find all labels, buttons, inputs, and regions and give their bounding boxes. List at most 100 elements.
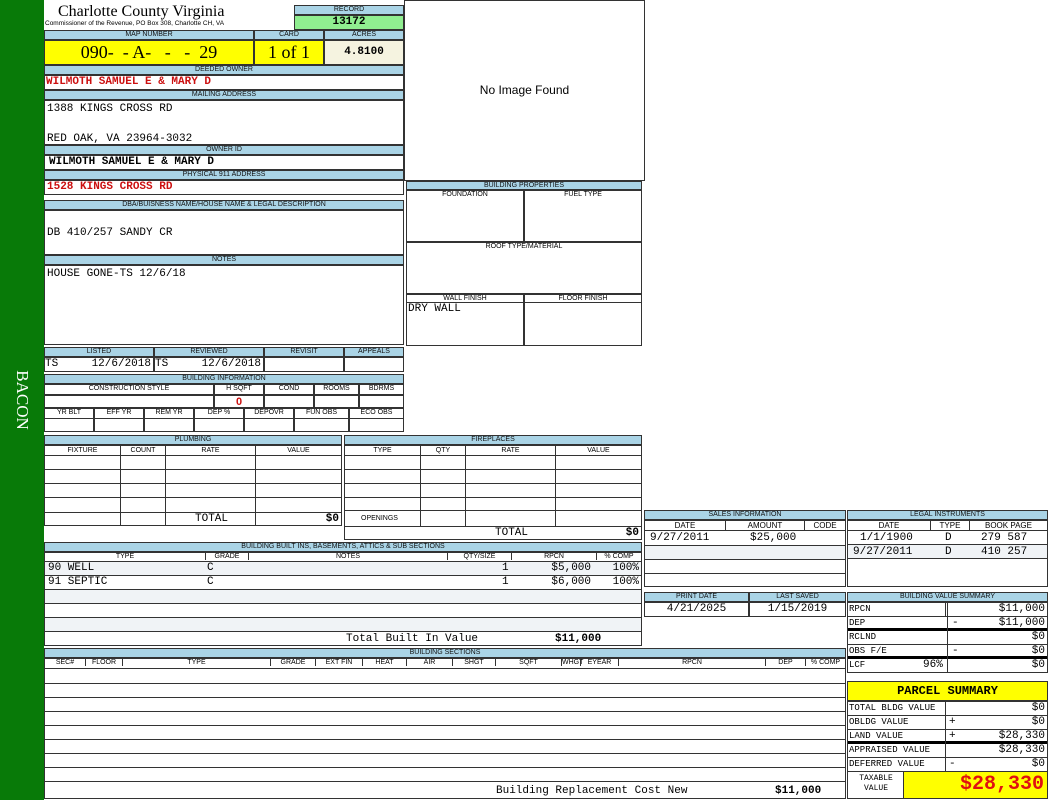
parcel-label: TOTAL BLDG VALUE bbox=[849, 703, 936, 713]
fireplaces-total-label: TOTAL bbox=[495, 527, 529, 539]
sales-row: 9/27/2011 $25,000 bbox=[645, 531, 845, 546]
sections-col-whgt: WHGT bbox=[561, 659, 584, 666]
builtins-rpcn: $6,000 bbox=[551, 576, 591, 588]
legal-col-type: TYPE bbox=[930, 521, 970, 531]
print-date-value: 4/21/2025 bbox=[644, 602, 749, 617]
bvs-sign: - bbox=[952, 617, 959, 629]
builtins-total-label: Total Built In Value bbox=[346, 633, 479, 645]
parcel-row: LAND VALUE + $28,330 bbox=[848, 730, 1047, 744]
bi-col-cond: COND bbox=[264, 384, 314, 395]
legal-col-book: BOOK PAGE bbox=[970, 521, 1047, 531]
fireplaces-openings-label: OPENINGS bbox=[361, 515, 398, 522]
legal-title: LEGAL INSTRUMENTS bbox=[847, 510, 1048, 520]
builtins-col-notes: NOTES bbox=[248, 553, 447, 560]
sections-col-heat: HEAT bbox=[362, 659, 406, 666]
bvs-label: OBS F/E bbox=[849, 646, 887, 656]
acres-label: ACRES bbox=[324, 30, 404, 40]
sections-col-shgt: SHGT bbox=[452, 659, 495, 666]
parcel-row: TOTAL BLDG VALUE $0 bbox=[848, 702, 1047, 716]
acres-value: 4.8100 bbox=[324, 40, 404, 65]
page-title: Charlotte County Virginia bbox=[58, 3, 225, 20]
parcel-value: $0 bbox=[1031, 702, 1045, 714]
fireplaces-col-rate: RATE bbox=[501, 447, 520, 454]
reviewed-date: 12/6/2018 bbox=[201, 358, 261, 370]
bvs-value: $0 bbox=[1031, 659, 1045, 671]
plumbing-col-count: COUNT bbox=[130, 447, 156, 454]
record-value: 13172 bbox=[294, 15, 404, 30]
builtins-total-value: $11,000 bbox=[555, 633, 602, 645]
fireplaces-title: FIREPLACES bbox=[344, 435, 642, 445]
builtins-title: BUILDING BUILT INS, BASEMENTS, ATTICS & … bbox=[44, 542, 642, 552]
district-label: BACON bbox=[13, 370, 32, 430]
fireplaces-col-type: TYPE bbox=[373, 447, 392, 454]
parcel-sign: + bbox=[949, 716, 956, 728]
sections-col-sqft: SQFT bbox=[495, 659, 561, 666]
mailing-line-2: RED OAK, VA 23964-3032 bbox=[47, 133, 193, 145]
legal-book: 279 587 bbox=[981, 532, 1028, 544]
sections-col-extfin: EXT FIN bbox=[315, 659, 362, 666]
floor-finish-box: FLOOR FINISH bbox=[524, 294, 642, 346]
plumbing-title: PLUMBING bbox=[44, 435, 342, 445]
plumbing-col-rate: RATE bbox=[201, 447, 220, 454]
bvs-label: RPCN bbox=[849, 604, 871, 614]
builtins-row bbox=[45, 618, 641, 632]
sales-date: 9/27/2011 bbox=[650, 532, 710, 544]
plumbing-gridlines bbox=[45, 446, 341, 525]
bi-col-hsqft: H SQFT bbox=[214, 384, 264, 395]
wall-finish-value: DRY WALL bbox=[408, 303, 461, 315]
builtins-col-comp: % COMP bbox=[596, 553, 641, 560]
reviewed-by: TS bbox=[155, 358, 169, 370]
wall-finish-label: WALL FINISH bbox=[407, 295, 523, 303]
bi-col-rooms: ROOMS bbox=[314, 384, 359, 395]
revisit-value bbox=[264, 357, 344, 372]
sales-row bbox=[645, 546, 845, 560]
legal-row: 1/1/1900 D 279 587 bbox=[848, 531, 1047, 545]
sales-amount: $25,000 bbox=[750, 532, 797, 544]
builtins-col-grade: GRADE bbox=[205, 553, 248, 560]
builtins-type: 91 SEPTIC bbox=[48, 576, 108, 588]
map-number-value: 090- - A- - - 29 bbox=[44, 40, 254, 65]
bi-col-remyr: REM YR bbox=[144, 408, 194, 432]
foundation-label: FOUNDATION bbox=[442, 191, 488, 198]
legal-table: DATE TYPE BOOK PAGE 1/1/1900 D 279 587 9… bbox=[847, 520, 1048, 587]
legal-date: 1/1/1900 bbox=[860, 532, 913, 544]
sections-col-floor: FLOOR bbox=[85, 659, 122, 666]
bvs-label: LCF bbox=[849, 660, 866, 670]
bi-col-dep: DEP % bbox=[194, 408, 244, 432]
sales-row bbox=[645, 560, 845, 574]
appeals-label: APPEALS bbox=[344, 347, 404, 357]
listed-value: TS 12/6/2018 bbox=[44, 357, 154, 372]
plumbing-total-value: $0 bbox=[325, 513, 339, 525]
builtins-header-row: TYPE GRADE NOTES QTY/SIZE RPCN % COMP bbox=[45, 553, 641, 562]
plumbing-total-label: TOTAL bbox=[195, 513, 229, 525]
bi-construction-value bbox=[44, 395, 214, 408]
sections-col-eyear: EYEAR bbox=[580, 659, 618, 666]
mailing-address-label: MAILING ADDRESS bbox=[44, 90, 404, 100]
parcel-label: LAND VALUE bbox=[849, 731, 904, 741]
builtins-type: 90 WELL bbox=[48, 562, 95, 574]
roof-type-label: ROOF TYPE/MATERIAL bbox=[485, 243, 563, 250]
sales-col-code: CODE bbox=[805, 521, 845, 531]
sales-col-amount: AMOUNT bbox=[725, 521, 805, 531]
sidebar: BACON bbox=[0, 0, 44, 800]
parcel-row: DEFERRED VALUE - $0 bbox=[848, 758, 1047, 772]
page-subtitle: Commissioner of the Revenue, PO Box 308,… bbox=[45, 20, 225, 27]
sections-col-rpcn: RPCN bbox=[618, 659, 765, 666]
bi-col-ecoobs: ECO OBS bbox=[349, 408, 404, 432]
bvs-value: $11,000 bbox=[998, 617, 1045, 629]
notes-value: HOUSE GONE-TS 12/6/18 bbox=[44, 265, 404, 345]
physical-address-value: 1528 KINGS CROSS RD bbox=[44, 180, 404, 195]
sections-col-air: AIR bbox=[406, 659, 452, 666]
bvs-label: DEP bbox=[849, 618, 866, 628]
bi-hsqft-value: 0 bbox=[214, 395, 264, 408]
parcel-table: TOTAL BLDG VALUE $0 OBLDG VALUE + $0 LAND V… bbox=[847, 701, 1048, 799]
builtins-col-qty: QTY/SIZE bbox=[447, 553, 511, 560]
legal-type: D bbox=[945, 546, 952, 558]
property-image: No Image Found bbox=[404, 0, 645, 181]
legal-type: D bbox=[945, 532, 952, 544]
sales-title: SALES INFORMATION bbox=[644, 510, 846, 520]
card-label: CARD bbox=[254, 30, 324, 40]
bi-col-effyr: EFF YR bbox=[94, 408, 144, 432]
builtins-comp: 100% bbox=[612, 576, 639, 588]
sections-title: BUILDING SECTIONS bbox=[44, 648, 846, 658]
